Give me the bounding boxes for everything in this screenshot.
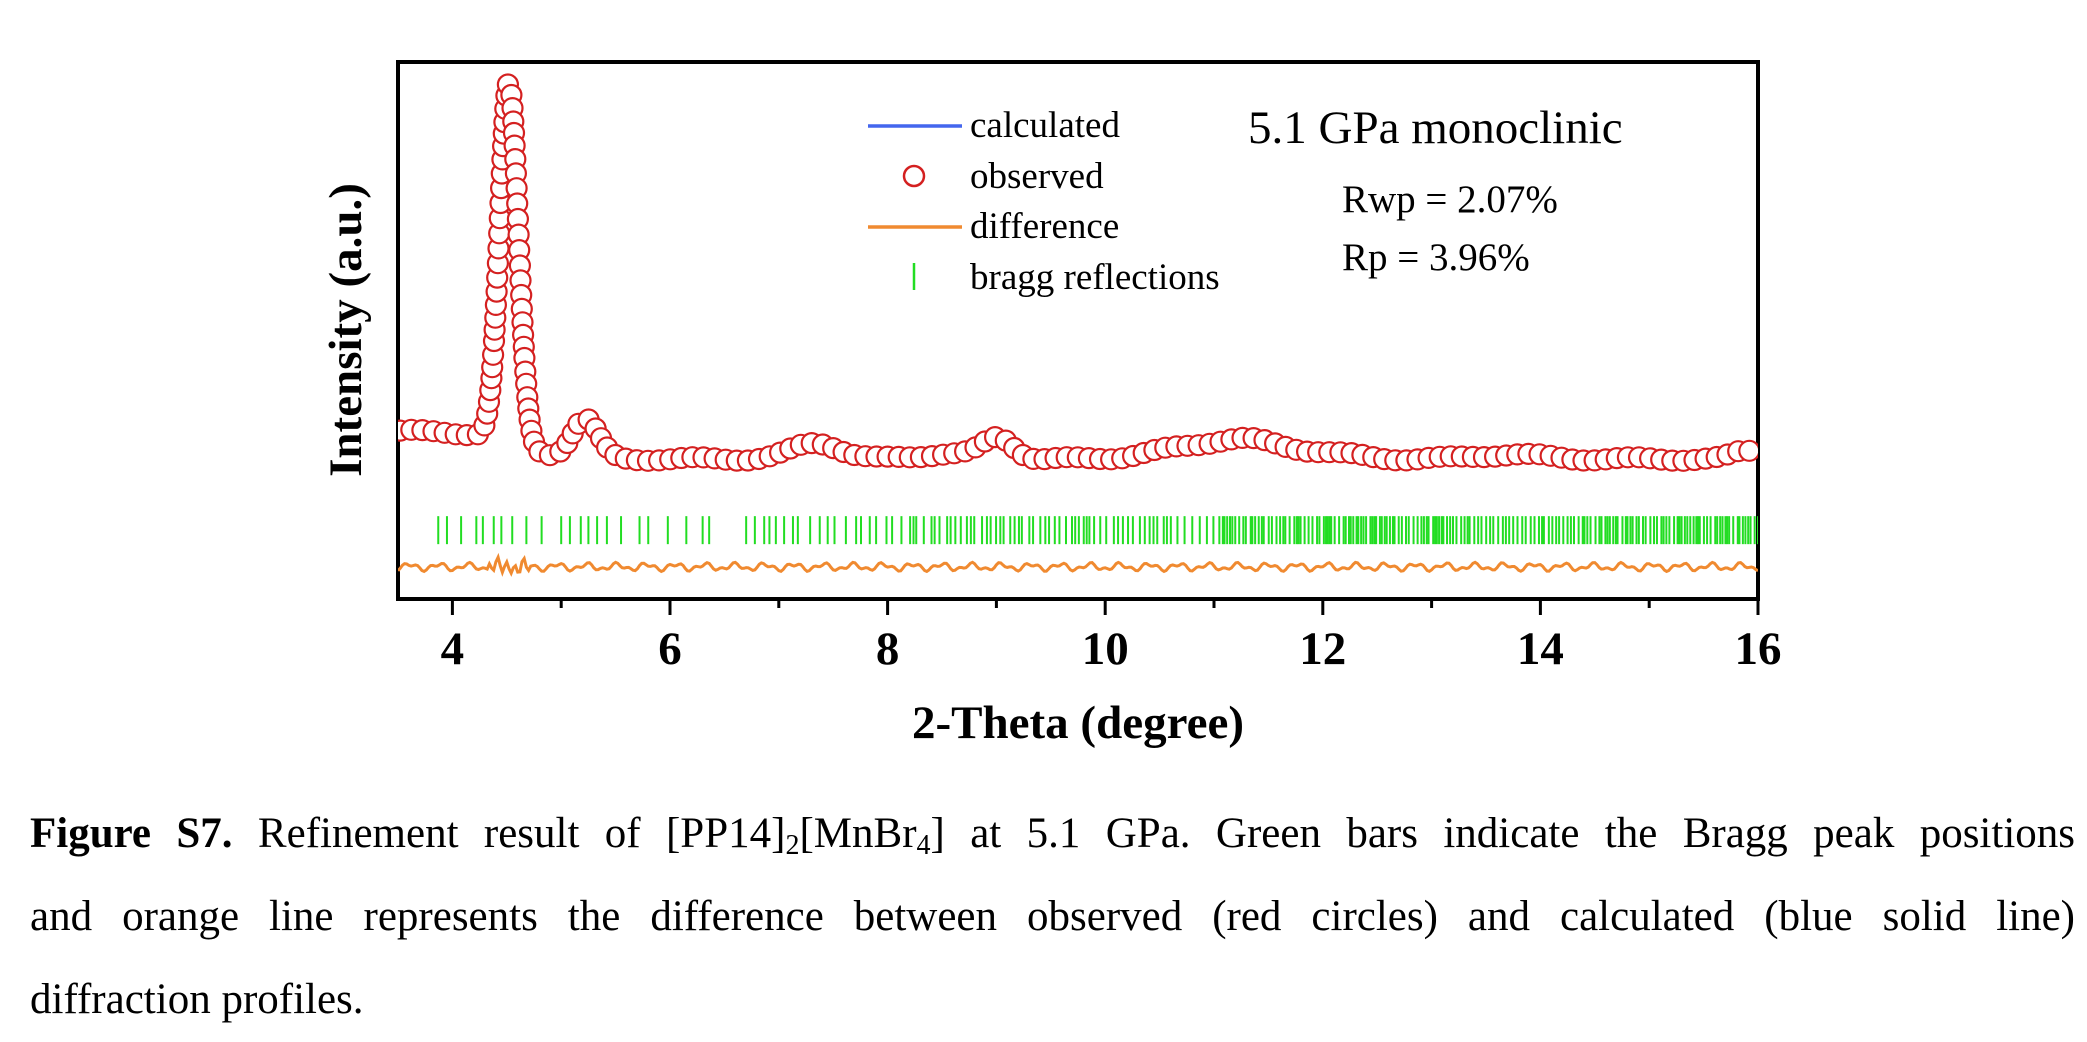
x-tick-label-8: 8	[876, 623, 900, 675]
figure-caption: Figure S7. Refinement result of [PP14]2[…	[30, 792, 2075, 1041]
x-tick-label-6: 6	[658, 623, 682, 675]
x-axis-label: 2-Theta (degree)	[912, 697, 1244, 749]
legend-calculated-label: calculated	[970, 105, 1120, 146]
legend-bragg-label: bragg reflections	[970, 257, 1220, 298]
caption-line-3: diffraction profiles.	[30, 976, 364, 1023]
caption-line-2: and orange line represents the differenc…	[30, 893, 2075, 940]
caption-line-1: Figure S7. Refinement result of [PP14]2[…	[30, 792, 2075, 875]
caption-subscript-2: 2	[785, 830, 800, 861]
bragg-reflections	[437, 516, 1758, 545]
caption-text-1c: ] at 5.1 GPa. Green bars indicate the Br…	[930, 810, 2076, 857]
x-tick-label-16: 16	[1735, 623, 1782, 675]
legend-observed-swatch	[902, 164, 926, 188]
caption-figure-label: Figure S7.	[30, 810, 233, 857]
chart-title: 5.1 GPa monoclinic	[1248, 102, 1623, 154]
legend-observed-label: observed	[970, 156, 1104, 197]
caption-text-1b: [MnBr	[799, 810, 917, 857]
y-axis-label: Intensity (a.u.)	[320, 183, 372, 477]
refinement-chart: 4 6 8 10 12 14 16 2-Theta (degree) Intensity (…	[320, 60, 1782, 749]
observed-point-176	[1738, 439, 1758, 462]
difference-series	[398, 552, 1758, 577]
caption-subscript-4: 4	[916, 830, 931, 861]
legend: calculated observed difference bragg ref…	[868, 105, 1220, 298]
x-axis: 4 6 8 10 12 14 16	[441, 599, 1782, 675]
caption-text-1a: Refinement result of [PP14]	[232, 810, 786, 857]
legend-difference-label: difference	[970, 206, 1119, 247]
x-tick-label-10: 10	[1082, 623, 1129, 675]
rwp-annotation: Rwp = 2.07%	[1342, 178, 1558, 221]
rp-annotation: Rp = 3.96%	[1342, 236, 1530, 279]
plot-area-frame	[396, 60, 1760, 601]
x-tick-label-4: 4	[441, 623, 465, 675]
observed-series	[398, 73, 1758, 472]
difference-line	[398, 552, 1758, 577]
x-tick-label-14: 14	[1517, 623, 1564, 675]
x-tick-label-12: 12	[1299, 623, 1346, 675]
